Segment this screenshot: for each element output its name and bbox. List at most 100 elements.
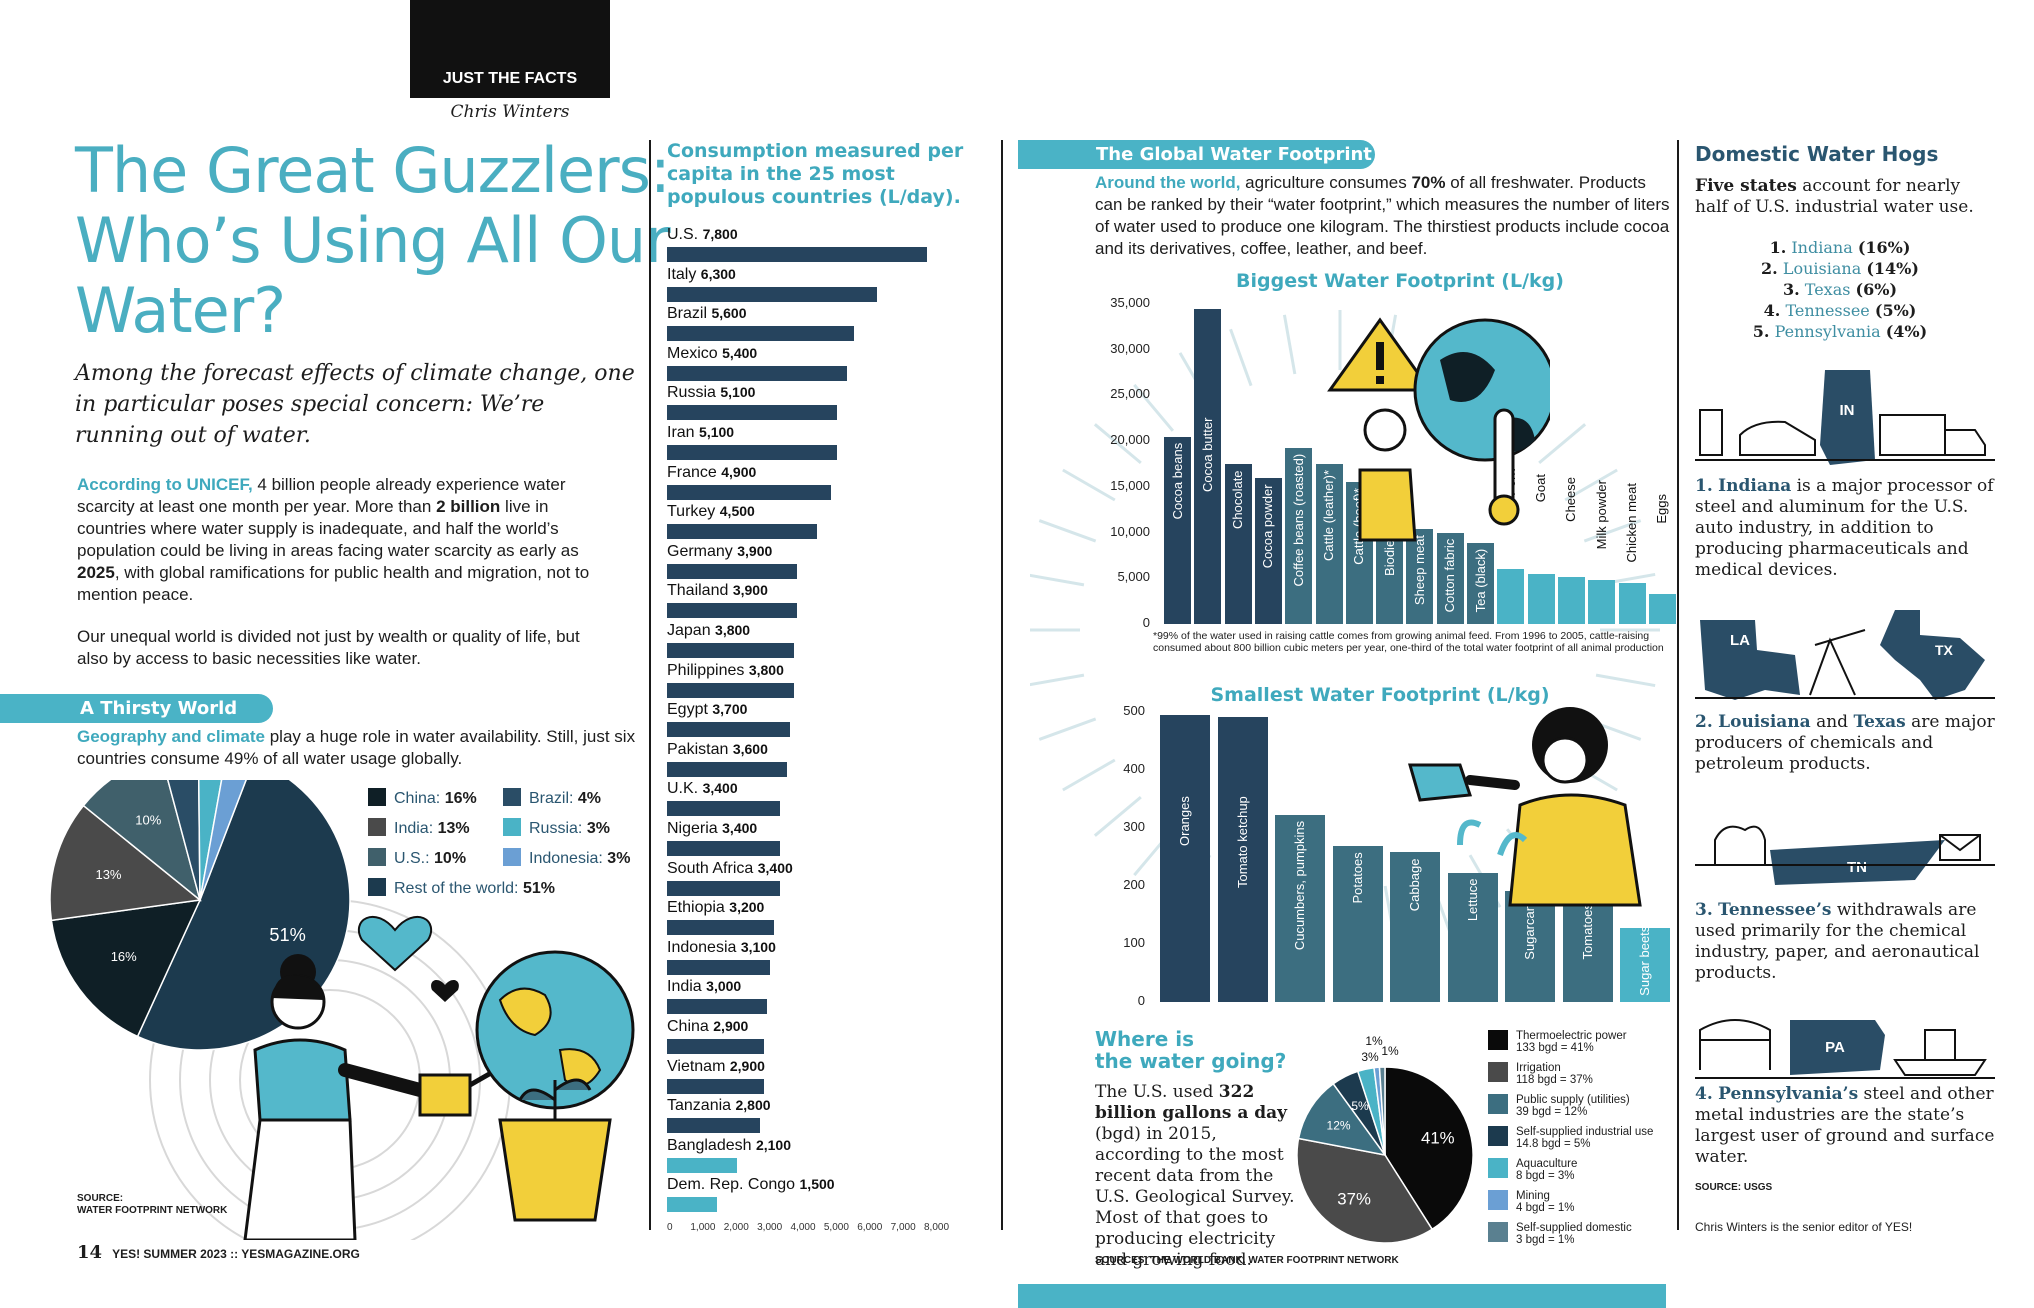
pennsylvania-paragraph: 4. Pennsylvania’s steel and other metal … (1695, 1084, 1995, 1167)
consumption-chart-title: Consumption measured per capita in the 2… (667, 140, 964, 208)
axis-tick-label: 100 (1123, 935, 1145, 950)
bar (1254, 477, 1282, 624)
bar-label: Cheese (1563, 477, 1579, 523)
louisiana-texas-paragraph: 2. Louisiana and Texas are major produce… (1695, 712, 1995, 774)
global-footprint-text: Around the world, agriculture consumes 7… (1095, 173, 1670, 258)
legend-item: Mining 4 bgd = 1% (1488, 1190, 1575, 1214)
rank-item: 5. Pennsylvania (4%) (1752, 322, 1928, 341)
where-water-text: The U.S. used 322 billion gallons a day … (1095, 1082, 1295, 1270)
world-pie-chart: 51%16%13%10%4%3%3% (49, 780, 635, 1240)
pie-slice-label: 51% (269, 925, 305, 945)
bar-label: Sugar beets (1637, 925, 1652, 996)
smallest-chart-title: Smallest Water Footprint (L/kg) (1210, 684, 1550, 706)
axis-tick-label: 20,000 (1110, 432, 1150, 448)
bar (1315, 464, 1343, 624)
bar (1620, 928, 1670, 1002)
author-bio: Chris Winters is the senior editor of YE… (1695, 1220, 1913, 1234)
legend-swatch (503, 848, 521, 866)
gardener-illustration (1408, 707, 1642, 907)
axis-tick-label: 0 (1142, 615, 1150, 630)
bar (667, 365, 848, 381)
warning-globe-illustration (1327, 317, 1550, 542)
axis-tick-label: 5,000 (823, 1222, 849, 1233)
footnote: *99% of the water used in raising cattle… (1153, 630, 1664, 654)
bar (667, 524, 818, 540)
indiana-paragraph: 1. Indiana is a major processor of steel… (1695, 476, 1994, 580)
axis-tick-label: 15,000 (1110, 477, 1150, 493)
bar (1447, 872, 1498, 1002)
axis-tick-label: 4,000 (790, 1222, 816, 1233)
bar-label: India 3,000 (667, 978, 742, 996)
pie-slice (1378, 1066, 1386, 1156)
state-tag-tx: TX (1935, 642, 1954, 658)
bar-label: France 4,900 (667, 463, 757, 481)
axis-tick-label: 25,000 (1110, 386, 1150, 402)
heart-icon (357, 915, 459, 1002)
state-tag-in: IN (1840, 402, 1855, 419)
bar (1648, 593, 1676, 624)
bar-label: Germany 3,900 (667, 542, 773, 560)
bar (1332, 846, 1383, 1002)
world-pie-legend: China: 16% Brazil: 4% India: 13% Russia: 3%… (368, 788, 668, 898)
pie-slice-label: 10% (135, 813, 161, 828)
bar (667, 643, 794, 658)
author-byline: Chris Winters (450, 102, 570, 122)
bar-label: Indonesia 3,100 (667, 938, 776, 956)
louisiana-texas-illustration: LA TX (1695, 610, 1995, 700)
pie-slice-label: 12% (1327, 1119, 1351, 1133)
rank-item: 3. Texas (6%) (1782, 280, 1898, 299)
legend-item: Irrigation 118 bgd = 37% (1488, 1062, 1593, 1086)
axis-tick-label: 500 (1123, 703, 1145, 718)
bar (667, 959, 771, 975)
bar (1224, 464, 1252, 624)
bar-label: U.S. 7,800 (667, 226, 738, 243)
bar (667, 1118, 761, 1134)
axis-tick-label: 3,000 (757, 1222, 783, 1233)
source-note: SOURCE: USGS (1695, 1182, 1773, 1193)
woman-illustration (243, 954, 427, 1240)
bar-label: Coffee beans (roasted) (1290, 454, 1306, 588)
state-tag-la: LA (1730, 632, 1750, 649)
bar (667, 405, 838, 421)
bar-label: Chicken meat (1624, 482, 1639, 563)
legend-item: Indonesia: 3% (503, 848, 633, 868)
bar (1406, 528, 1434, 624)
bar (667, 247, 928, 262)
where-water-pie: 41%37%12%5%3%1%1% (1296, 1034, 1474, 1244)
bar (667, 841, 781, 856)
axis-tick-label: 30,000 (1110, 340, 1150, 356)
pie-slice-label: 1% (1365, 1034, 1383, 1048)
bar (1497, 569, 1525, 624)
oil-pump-icon (1809, 629, 1866, 696)
bar (667, 286, 878, 302)
legend-item: Brazil: 4% (503, 788, 633, 808)
axis-tick-label: 400 (1123, 761, 1145, 776)
domestic-intro: Five states account for nearly half of U… (1695, 176, 1974, 217)
globe-plant-illustration (475, 950, 635, 1222)
bar (1164, 436, 1191, 624)
legend-swatch (503, 818, 521, 836)
bar (667, 880, 781, 896)
bar-label: Tea (black) (1472, 548, 1488, 613)
legend-item: Thermoelectric power 133 bgd = 41% (1488, 1030, 1627, 1054)
bar (667, 1039, 764, 1054)
thirsty-world-heading: A Thirsty World (0, 694, 273, 723)
legend-item: Self-supplied industrial use 14.8 bgd = 5… (1488, 1126, 1653, 1150)
legend-item: Rest of the world: 51% (368, 878, 633, 898)
pie-slice (199, 780, 247, 901)
legend-swatch (1488, 1094, 1508, 1114)
legend-swatch (368, 788, 386, 806)
bar-label: Eggs (1654, 493, 1670, 524)
axis-tick-label: 8,000 (924, 1222, 950, 1233)
bar-label: Russia 5,100 (667, 384, 756, 402)
bar-label: Philippines 3,800 (667, 661, 784, 679)
deck: Among the forecast effects of climate ch… (75, 361, 635, 448)
axis-tick-label: 200 (1123, 877, 1145, 892)
bar-label: Cocoa butter (1199, 418, 1215, 493)
bar-label: Ethiopia 3,200 (667, 899, 765, 917)
axis-tick-label: 7,000 (890, 1222, 916, 1233)
legend-item: India: 13% (368, 818, 503, 838)
section-tab: JUST THE FACTS (410, 0, 610, 98)
pie-slice (1297, 1082, 1387, 1157)
column-divider (1001, 140, 1003, 1230)
